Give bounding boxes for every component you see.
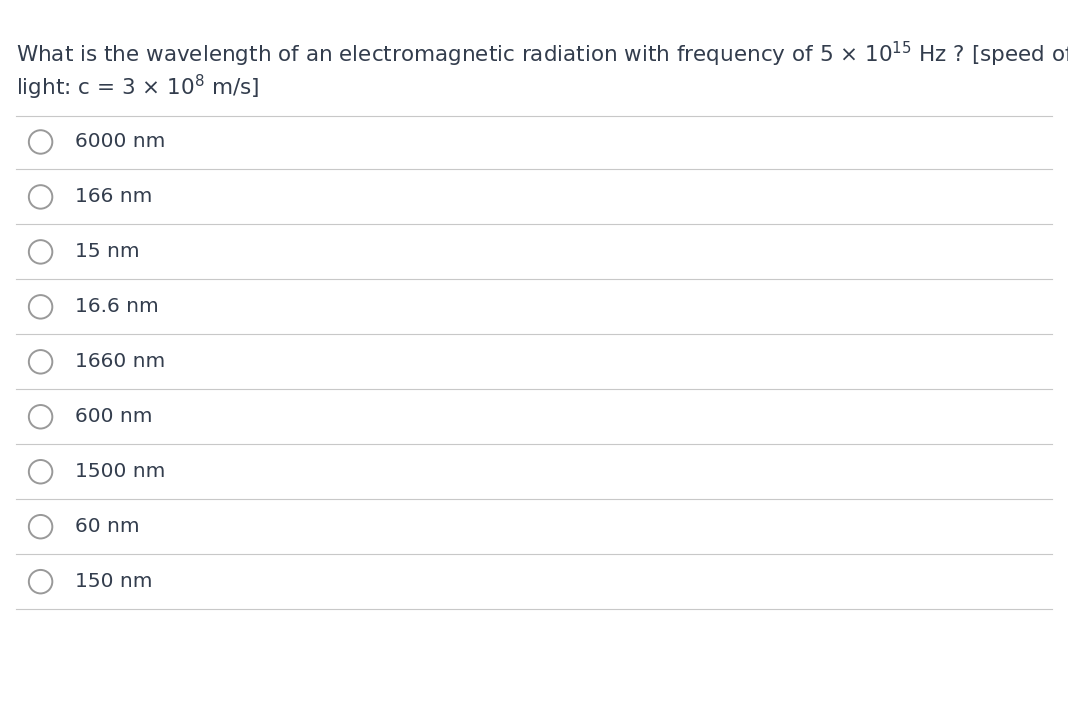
Text: 1660 nm: 1660 nm: [75, 352, 166, 371]
Text: 60 nm: 60 nm: [75, 517, 140, 537]
Text: 1500 nm: 1500 nm: [75, 462, 166, 481]
Text: 166 nm: 166 nm: [75, 187, 152, 207]
Text: light: c = 3 $\times$ 10$^{8}$ m/s]: light: c = 3 $\times$ 10$^{8}$ m/s]: [16, 73, 260, 102]
Text: 600 nm: 600 nm: [75, 407, 153, 427]
Text: 15 nm: 15 nm: [75, 242, 140, 261]
Text: 150 nm: 150 nm: [75, 572, 153, 591]
Text: What is the wavelength of an electromagnetic radiation with frequency of 5 $\tim: What is the wavelength of an electromagn…: [16, 40, 1068, 69]
Text: 6000 nm: 6000 nm: [75, 132, 166, 151]
Text: 16.6 nm: 16.6 nm: [75, 297, 158, 317]
